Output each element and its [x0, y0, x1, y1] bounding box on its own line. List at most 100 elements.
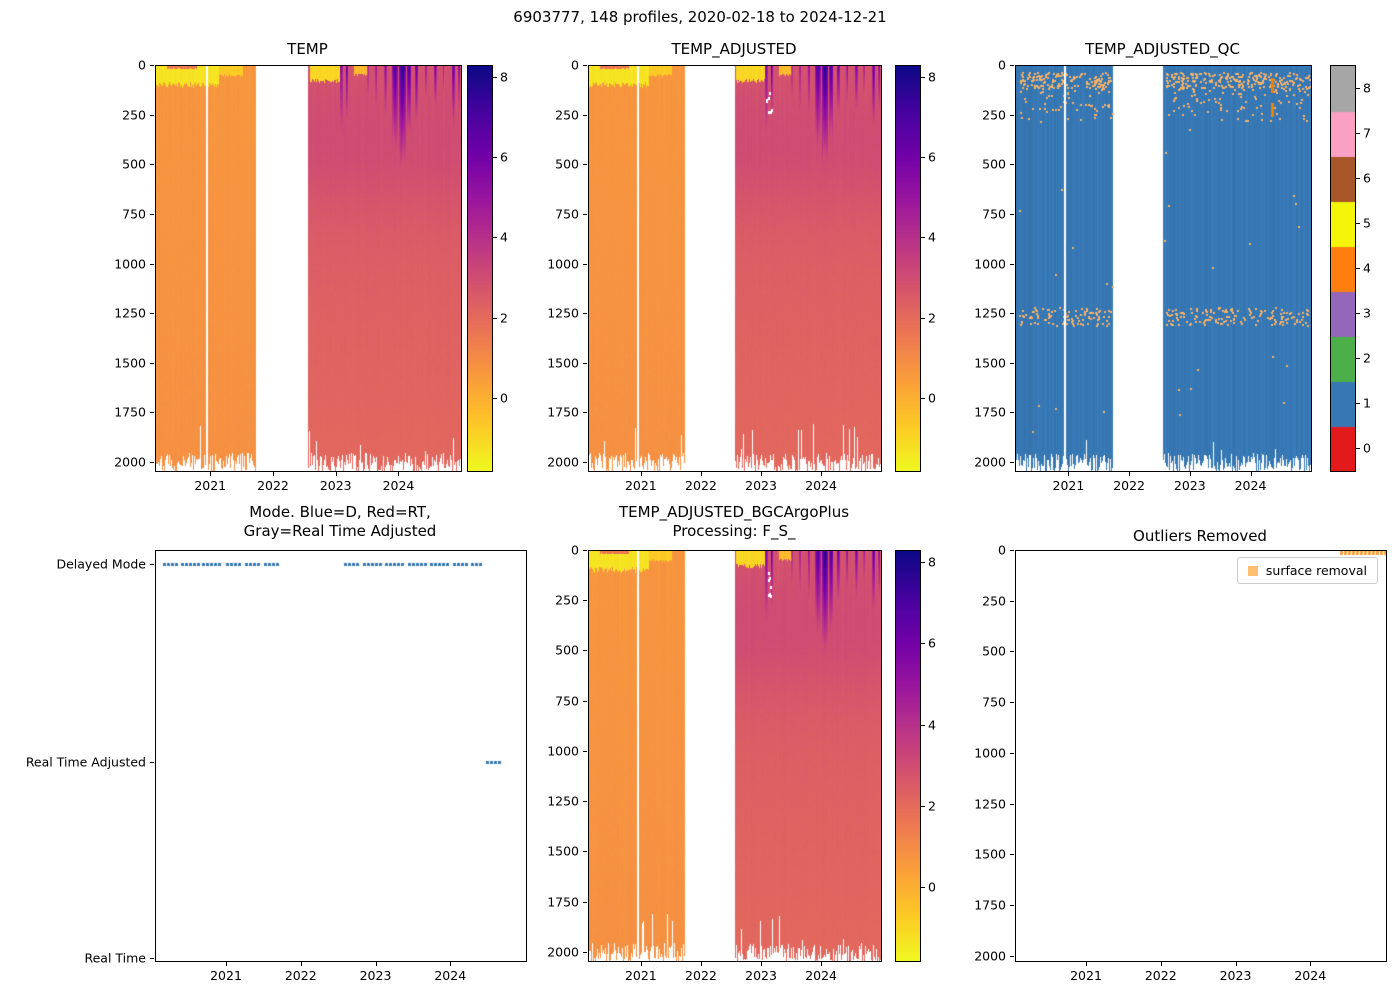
panel-title-mode-line2: Gray=Real Time Adjusted — [243, 522, 437, 540]
panel-title-outliers: Outliers Removed — [1133, 527, 1267, 545]
colorbar-tick-label: 5 — [1363, 215, 1371, 230]
y-tick-mark — [583, 951, 587, 953]
y-tick-mark — [1010, 362, 1014, 364]
y-tick-mark — [1010, 905, 1014, 907]
y-tick-mark — [1010, 702, 1014, 704]
y-tick-mark — [150, 412, 154, 414]
y-tick-mark — [150, 462, 154, 464]
colorbar-tick-label: 6 — [928, 635, 936, 651]
colorbar-tick-label: 8 — [928, 69, 936, 85]
y-tick-mark — [1010, 462, 1014, 464]
y-tick-label: 0 — [138, 57, 146, 73]
temp-adjusted-colorbar-canvas — [896, 66, 920, 471]
colorbar-tick-label: 0 — [1363, 440, 1371, 455]
colorbar-tick-label: 0 — [928, 390, 936, 406]
colorbar-tick-mark — [921, 77, 925, 79]
y-tick-label: 500 — [982, 643, 1006, 659]
y-tick-label: 1250 — [974, 796, 1006, 812]
y-tick-mark — [583, 164, 587, 166]
y-tick-label: 1000 — [547, 256, 579, 272]
y-tick-mark — [1010, 412, 1014, 414]
y-tick-label: 1000 — [974, 745, 1006, 761]
y-tick-mark — [1010, 313, 1014, 315]
y-tick-mark — [583, 213, 587, 215]
y-tick-mark — [583, 901, 587, 903]
y-tick-mark — [1010, 803, 1014, 805]
colorbar-tick-mark — [1356, 357, 1360, 359]
x-tick-mark — [300, 962, 302, 966]
y-tick-label: 1750 — [974, 897, 1006, 913]
y-tick-mark — [150, 957, 154, 959]
outliers-plot-canvas — [1016, 551, 1386, 961]
y-tick-label: 750 — [122, 206, 146, 222]
y-tick-label: 1000 — [974, 256, 1006, 272]
y-tick-mark — [1010, 550, 1014, 551]
colorbar-tick-label: 2 — [500, 310, 508, 326]
colorbar-tick-mark — [921, 643, 925, 645]
y-tick-label: 2000 — [547, 454, 579, 470]
y-tick-mark — [150, 213, 154, 215]
y-tick-mark — [150, 263, 154, 265]
colorbar-tick-mark — [1356, 87, 1360, 89]
x-tick-mark — [272, 472, 274, 476]
colorbar-tick-mark — [1356, 312, 1360, 314]
y-tick-label: 250 — [982, 107, 1006, 123]
temp-colorbar-canvas — [468, 66, 492, 471]
x-tick-mark — [226, 962, 227, 966]
y-tick-mark — [1010, 955, 1014, 957]
x-tick-mark — [1160, 962, 1162, 966]
x-tick-label: 2022 — [257, 478, 289, 493]
x-tick-mark — [640, 472, 642, 476]
x-tick-label: 2021 — [624, 968, 657, 983]
colorbar-tick-mark — [1356, 132, 1360, 134]
y-tick-label: 1000 — [547, 743, 579, 759]
colorbar-tick-mark — [921, 562, 925, 564]
panel-title-temp-adjusted: TEMP_ADJUSTED — [671, 40, 797, 58]
panel-title-temp-adjusted-bgc: TEMP_ADJUSTED_BGCArgoPlus Processing: F_… — [588, 503, 880, 541]
x-tick-mark — [1310, 962, 1312, 966]
y-tick-label: 1250 — [547, 793, 579, 809]
colorbar-tick-mark — [493, 77, 497, 79]
colorbar-tick-mark — [921, 317, 925, 319]
y-tick-label: 1250 — [114, 305, 146, 321]
y-tick-label: 1500 — [974, 846, 1006, 862]
panel-title-mode-line1: Mode. Blue=D, Red=RT, — [249, 503, 431, 521]
qc-plot-area — [1015, 65, 1312, 472]
colorbar-tick-label: 7 — [1363, 125, 1371, 140]
y-tick-label: 1250 — [974, 305, 1006, 321]
x-tick-mark — [821, 472, 823, 476]
x-tick-mark — [1250, 472, 1252, 476]
x-tick-label: 2024 — [434, 968, 467, 983]
y-tick-label: 1000 — [114, 256, 146, 272]
x-tick-label: 2021 — [194, 478, 227, 493]
colorbar-tick-mark — [493, 157, 497, 159]
colorbar-tick-label: 2 — [928, 798, 936, 814]
x-tick-mark — [210, 472, 212, 476]
x-tick-label: 2022 — [284, 968, 317, 983]
y-tick-mark — [583, 700, 587, 702]
y-tick-label: 0 — [571, 542, 579, 558]
x-tick-label: 2021 — [1052, 478, 1085, 493]
y-tick-mark — [583, 412, 587, 414]
y-tick-mark — [583, 65, 587, 66]
x-tick-mark — [375, 962, 377, 966]
temp-adjusted-heatmap-canvas — [589, 66, 881, 471]
y-tick-mark — [150, 563, 154, 565]
y-tick-label: 750 — [982, 206, 1006, 222]
y-tick-label: 1750 — [547, 404, 579, 420]
y-tick-label: 2000 — [974, 454, 1006, 470]
x-tick-mark — [761, 962, 763, 966]
y-tick-label: 1750 — [114, 404, 146, 420]
y-tick-mark — [583, 114, 587, 116]
y-tick-mark — [1010, 213, 1014, 215]
y-tick-mark — [1010, 263, 1014, 265]
colorbar-tick-label: 2 — [928, 310, 936, 326]
y-tick-mark — [583, 650, 587, 652]
bgc-colorbar — [895, 550, 921, 962]
x-tick-mark — [450, 962, 452, 966]
y-tick-mark — [1010, 114, 1014, 116]
y-tick-label: 0 — [998, 542, 1006, 558]
